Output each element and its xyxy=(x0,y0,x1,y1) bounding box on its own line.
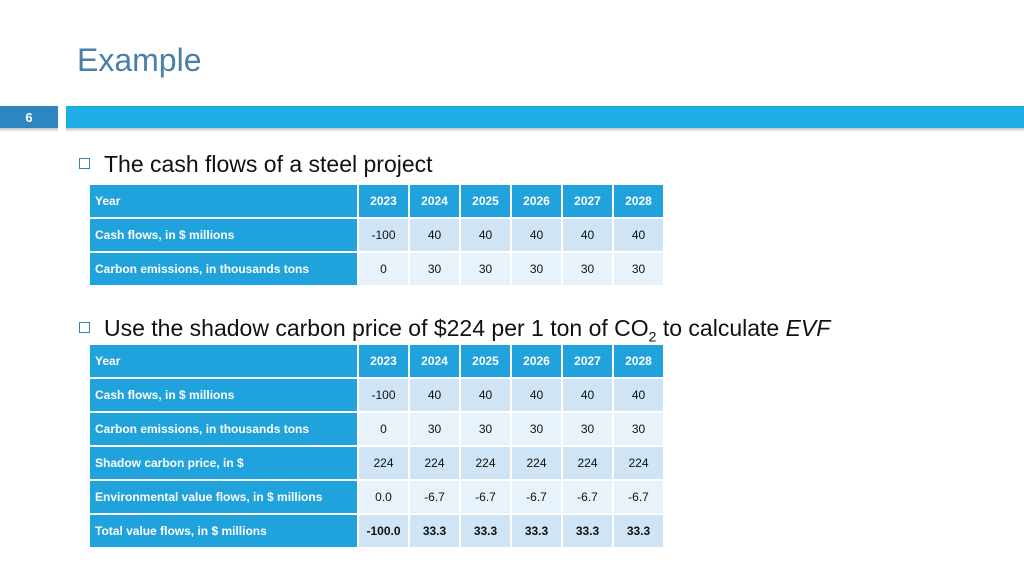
table-cell: -6.7 xyxy=(612,479,665,515)
cash-flow-table: Year 2023 2024 2025 2026 2027 2028 Cash … xyxy=(88,183,665,287)
row-label: Cash flows, in $ millions xyxy=(88,377,359,413)
table-header-row: Year 2023 2024 2025 2026 2027 2028 xyxy=(88,343,665,379)
table-cell: 224 xyxy=(357,445,410,481)
table-cell: 40 xyxy=(459,377,512,413)
row-label: Cash flows, in $ millions xyxy=(88,217,359,253)
table-cell: 30 xyxy=(459,411,512,447)
row-label: Total value flows, in $ millions xyxy=(88,513,359,549)
square-bullet-icon xyxy=(79,322,90,333)
table-row: Cash flows, in $ millions -100 40 40 40 … xyxy=(88,377,665,413)
bullet-1-text: The cash flows of a steel project xyxy=(104,151,433,177)
table-row: Cash flows, in $ millions -100 40 40 40 … xyxy=(88,217,665,253)
header-cell: 2028 xyxy=(612,183,665,219)
bullet-2-text-after: to calculate xyxy=(656,315,786,341)
table-cell: 30 xyxy=(408,411,461,447)
table-cell: 40 xyxy=(510,377,563,413)
table-cell: 30 xyxy=(510,411,563,447)
table-cell: 30 xyxy=(612,411,665,447)
value-flow-table: Year 2023 2024 2025 2026 2027 2028 Cash … xyxy=(88,343,665,549)
slide-number-shadow xyxy=(0,128,58,132)
bullet-2-subscript: 2 xyxy=(648,328,657,345)
header-band xyxy=(66,106,1024,128)
table-cell: 33.3 xyxy=(561,513,614,549)
table-cell: 40 xyxy=(561,217,614,253)
table-cell: 33.3 xyxy=(510,513,563,549)
table-cell: 224 xyxy=(561,445,614,481)
table-cell: -6.7 xyxy=(561,479,614,515)
table-cell: -100.0 xyxy=(357,513,410,549)
header-cell: 2023 xyxy=(357,343,410,379)
table-cell: -100 xyxy=(357,377,410,413)
table-cell: 40 xyxy=(561,377,614,413)
table-row: Environmental value flows, in $ millions… xyxy=(88,479,665,515)
header-cell: 2027 xyxy=(561,183,614,219)
table-cell: 30 xyxy=(510,251,563,287)
table-row: Carbon emissions, in thousands tons 0 30… xyxy=(88,411,665,447)
row-label: Shadow carbon price, in $ xyxy=(88,445,359,481)
table-cell: 40 xyxy=(612,377,665,413)
header-cell: 2027 xyxy=(561,343,614,379)
header-cell: 2028 xyxy=(612,343,665,379)
table-cell: 30 xyxy=(408,251,461,287)
row-label: Carbon emissions, in thousands tons xyxy=(88,411,359,447)
header-cell: 2025 xyxy=(459,183,512,219)
table-cell: 224 xyxy=(459,445,512,481)
header-cell: 2024 xyxy=(408,183,461,219)
bullet-2-text: Use the shadow carbon price of $224 per … xyxy=(104,315,830,345)
bullet-1: The cash flows of a steel project xyxy=(79,151,433,178)
table-cell: 30 xyxy=(561,251,614,287)
table-cell: 224 xyxy=(408,445,461,481)
table-cell: 0.0 xyxy=(357,479,410,515)
table-header-row: Year 2023 2024 2025 2026 2027 2028 xyxy=(88,183,665,219)
header-cell: 2026 xyxy=(510,343,563,379)
table-cell: 0 xyxy=(357,411,410,447)
table-cell: 30 xyxy=(459,251,512,287)
table-cell: 40 xyxy=(612,217,665,253)
table-row: Shadow carbon price, in $ 224 224 224 22… xyxy=(88,445,665,481)
header-cell: 2026 xyxy=(510,183,563,219)
header-label: Year xyxy=(88,343,359,379)
bullet-2-text-main: Use the shadow carbon price of $224 per … xyxy=(104,315,649,341)
table-cell: 40 xyxy=(408,377,461,413)
table-cell: 40 xyxy=(510,217,563,253)
header-band-shadow xyxy=(66,128,1024,132)
table-cell: 33.3 xyxy=(612,513,665,549)
table-cell: 30 xyxy=(612,251,665,287)
header-cell: 2025 xyxy=(459,343,512,379)
row-label: Environmental value flows, in $ millions xyxy=(88,479,359,515)
slide-number: 6 xyxy=(0,106,58,128)
table-cell: 33.3 xyxy=(459,513,512,549)
header-cell: 2023 xyxy=(357,183,410,219)
table-cell: -6.7 xyxy=(459,479,512,515)
table-cell: 33.3 xyxy=(408,513,461,549)
table-cell: -100 xyxy=(357,217,410,253)
table-cell: -6.7 xyxy=(510,479,563,515)
table-cell: -6.7 xyxy=(408,479,461,515)
slide-title: Example xyxy=(77,42,202,78)
table-cell: 224 xyxy=(510,445,563,481)
header-label: Year xyxy=(88,183,359,219)
bullet-2: Use the shadow carbon price of $224 per … xyxy=(79,315,830,345)
table-cell: 40 xyxy=(408,217,461,253)
table-cell: 224 xyxy=(612,445,665,481)
bullet-2-italic: EVF xyxy=(785,315,831,341)
table-cell: 0 xyxy=(357,251,410,287)
table-row-total: Total value flows, in $ millions -100.0 … xyxy=(88,513,665,549)
header-cell: 2024 xyxy=(408,343,461,379)
row-label: Carbon emissions, in thousands tons xyxy=(88,251,359,287)
table-cell: 30 xyxy=(561,411,614,447)
table-cell: 40 xyxy=(459,217,512,253)
square-bullet-icon xyxy=(79,158,90,169)
table-row: Carbon emissions, in thousands tons 0 30… xyxy=(88,251,665,287)
